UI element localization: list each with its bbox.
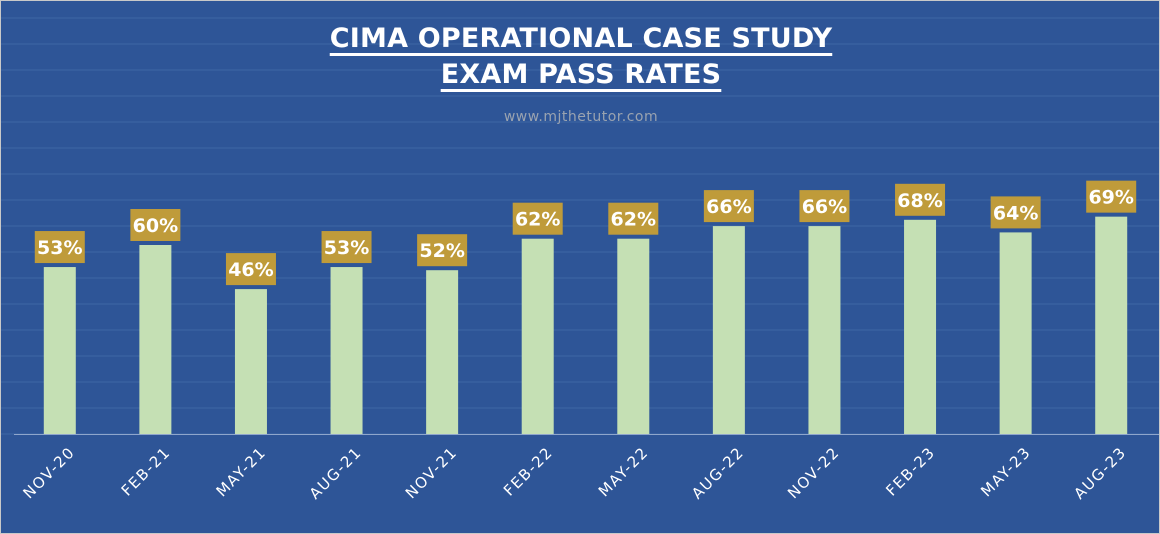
data-label: 53% <box>37 237 82 259</box>
chart-subtitle: www.mjthetutor.com <box>503 109 659 125</box>
data-label: 64% <box>993 202 1038 224</box>
data-label-box <box>703 190 754 223</box>
chart-title-line-1: CIMA OPERATIONAL CASE STUDY <box>329 23 833 54</box>
x-tick-label: AUG-23 <box>1070 443 1130 503</box>
bar-nov-22 <box>808 226 841 434</box>
x-tick-label: NOV-21 <box>402 443 461 502</box>
data-label-box <box>417 234 468 267</box>
bar-feb-22 <box>521 238 554 434</box>
x-tick-label: NOV-22 <box>784 443 843 502</box>
data-label-box <box>321 231 372 264</box>
data-label-box <box>608 202 659 235</box>
bar-may-21 <box>234 289 267 434</box>
bar-may-23 <box>999 232 1032 434</box>
data-label-box <box>34 231 85 264</box>
data-label-box <box>512 202 563 235</box>
chart-title: CIMA OPERATIONAL CASE STUDY EXAM PASS RA… <box>1 21 1159 93</box>
bar-aug-21 <box>330 267 363 434</box>
data-label: 60% <box>133 215 178 237</box>
bar-aug-22 <box>712 226 745 434</box>
bar-nov-21 <box>426 270 459 434</box>
x-tick-label: MAY-22 <box>595 443 652 500</box>
x-tick-label: FEB-21 <box>118 443 175 500</box>
data-label: 46% <box>228 259 273 281</box>
x-tick-label: NOV-20 <box>19 443 78 502</box>
x-tick-label: MAY-23 <box>977 443 1034 500</box>
data-label: 66% <box>802 196 847 218</box>
data-label: 62% <box>611 209 656 231</box>
bar-aug-23 <box>1095 216 1128 434</box>
data-label: 69% <box>1088 187 1133 209</box>
data-label: 68% <box>897 190 942 212</box>
chart-title-line-2: EXAM PASS RATES <box>440 59 722 90</box>
bar-feb-21 <box>139 245 172 434</box>
x-tick-label: FEB-22 <box>500 443 557 500</box>
data-label-box <box>895 183 946 216</box>
x-tick-label: AUG-22 <box>688 443 748 503</box>
data-label-box <box>130 209 181 241</box>
data-label: 62% <box>515 209 560 231</box>
data-label: 66% <box>706 196 751 218</box>
data-label-box <box>225 253 276 286</box>
bar-nov-20 <box>43 267 76 434</box>
data-label-box <box>799 190 850 223</box>
x-tick-label: FEB-23 <box>882 443 939 500</box>
data-label: 52% <box>419 240 464 262</box>
data-label-box <box>1086 180 1137 213</box>
data-label-box <box>990 196 1041 229</box>
data-label: 53% <box>324 237 369 259</box>
x-tick-label: MAY-21 <box>213 443 270 500</box>
bar-may-22 <box>617 238 650 434</box>
x-tick-label: AUG-21 <box>306 443 366 503</box>
bar-feb-23 <box>904 219 937 434</box>
